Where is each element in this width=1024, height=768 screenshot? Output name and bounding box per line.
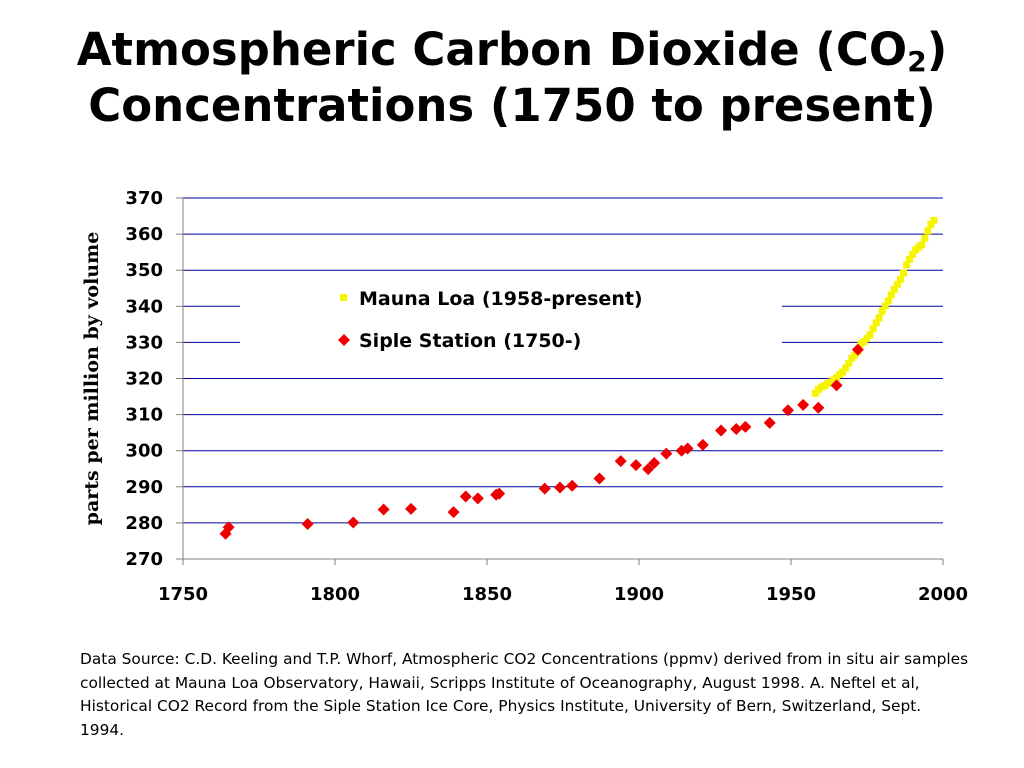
x-tick-label: 1800	[310, 584, 360, 605]
legend: Mauna Loa (1958-present) Siple Station (1…	[338, 288, 643, 352]
siple-station-point	[715, 424, 728, 437]
siple-station-point	[301, 517, 314, 530]
siple-station-point	[222, 521, 235, 534]
data-marks	[219, 216, 938, 540]
mauna-loa-point	[893, 280, 901, 288]
siple-station-point	[493, 487, 506, 500]
title-line-1: Atmospheric Carbon Dioxide (CO2)	[0, 22, 1024, 78]
mauna-loa-point	[927, 220, 935, 228]
siple-station-point	[629, 459, 642, 472]
axis-labels: 270 280 290 300 310 320 330 340 350 360 370 1750 180…	[81, 188, 968, 605]
siple-station-point	[696, 438, 709, 451]
x-tick-label: 1850	[462, 584, 512, 605]
siple-station-point	[566, 479, 579, 492]
y-tick-label: 370	[125, 188, 163, 209]
title-subscript: 2	[907, 45, 927, 78]
mauna-loa-point	[872, 319, 880, 327]
siple-station-point	[851, 343, 864, 356]
mauna-loa-point	[890, 285, 898, 293]
y-tick-label: 360	[125, 224, 163, 245]
legend-label-mauna-loa: Mauna Loa (1958-present)	[359, 288, 643, 310]
mauna-loa-point	[903, 261, 911, 269]
siple-station-point	[730, 423, 743, 436]
mauna-loa-point	[869, 325, 877, 333]
mauna-loa-point	[887, 291, 895, 299]
siple-station-point	[681, 442, 694, 455]
mauna-loa-point	[930, 216, 938, 224]
x-tick-label: 1900	[614, 584, 664, 605]
mauna-loa-point	[875, 314, 883, 322]
siple-station-point	[763, 416, 776, 429]
mauna-loa-point	[878, 307, 886, 315]
siple-station-point	[553, 481, 566, 494]
x-tick-label: 1750	[158, 584, 208, 605]
co2-chart: Mauna Loa (1958-present) Siple Station (1…	[81, 188, 968, 605]
mauna-loa-point	[842, 364, 850, 372]
legend-box	[240, 282, 782, 362]
mauna-loa-point	[921, 234, 929, 242]
legend-marker-siple-station	[338, 334, 350, 346]
mauna-loa-point	[839, 368, 847, 376]
siple-station-point	[660, 447, 673, 460]
y-tick-label: 290	[125, 477, 163, 498]
y-tick-label: 320	[125, 369, 163, 390]
mauna-loa-point	[899, 269, 907, 277]
legend-marker-mauna-loa	[340, 294, 347, 301]
y-tick-label: 300	[125, 441, 163, 462]
chart-title: Atmospheric Carbon Dioxide (CO2) Concent…	[0, 22, 1024, 134]
legend-label-siple-station: Siple Station (1750-)	[359, 330, 581, 352]
y-tick-label: 280	[125, 513, 163, 534]
title-line1-prefix: Atmospheric Carbon Dioxide (CO	[76, 23, 908, 76]
mauna-loa-point	[866, 331, 874, 339]
title-line-2: Concentrations (1750 to present)	[88, 79, 936, 132]
siple-station-point	[830, 379, 843, 392]
x-tick-label: 1950	[766, 584, 816, 605]
siple-station-point	[538, 482, 551, 495]
siple-station-point	[459, 490, 472, 503]
siple-station-point	[447, 506, 460, 519]
mauna-loa-point	[906, 255, 914, 263]
x-tick-label: 2000	[918, 584, 968, 605]
gridlines	[183, 197, 943, 524]
siple-station-point	[648, 456, 661, 469]
siple-station-point	[739, 420, 752, 433]
siple-station-point	[593, 472, 606, 485]
mauna-loa-point	[863, 334, 871, 342]
siple-station-point	[797, 398, 810, 411]
mauna-loa-point	[909, 250, 917, 258]
siple-station-point	[812, 401, 825, 414]
siple-station-point	[781, 404, 794, 417]
mauna-loa-point	[881, 302, 889, 310]
data-source-note: Data Source: C.D. Keeling and T.P. Whorf…	[80, 650, 969, 739]
mauna-loa-point	[811, 389, 819, 397]
y-axis-title: parts per million by volume	[81, 232, 103, 526]
siple-station-point	[405, 502, 417, 515]
title-line1-suffix: )	[926, 23, 948, 76]
axes	[176, 197, 944, 565]
mauna-loa-point	[845, 359, 853, 367]
siple-station-point	[377, 503, 390, 516]
mauna-loa-point	[918, 241, 926, 249]
siple-station-point	[347, 516, 360, 529]
siple-station-point	[642, 463, 655, 476]
y-tick-label: 310	[125, 405, 163, 426]
mauna-loa-point	[924, 227, 932, 235]
siple-station-point	[471, 492, 484, 505]
y-tick-label: 350	[125, 260, 163, 281]
siple-station-point	[614, 455, 627, 468]
mauna-loa-point	[884, 297, 892, 305]
mauna-loa-point	[896, 276, 904, 284]
y-tick-label: 340	[125, 296, 163, 317]
legend-background	[240, 282, 782, 362]
y-tick-label: 330	[125, 332, 163, 353]
y-tick-label: 270	[125, 549, 163, 570]
